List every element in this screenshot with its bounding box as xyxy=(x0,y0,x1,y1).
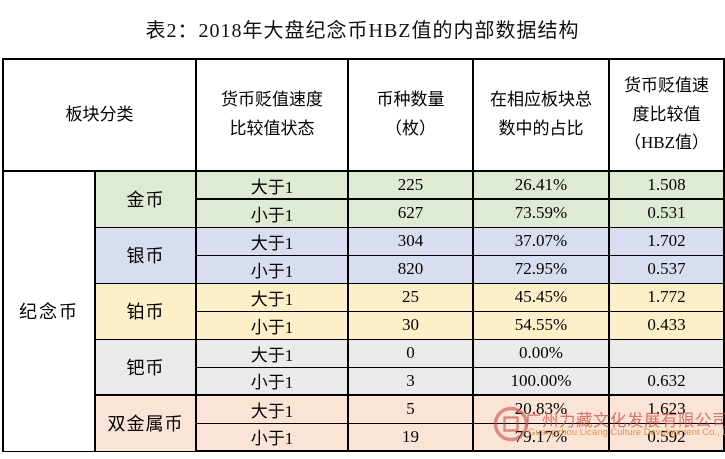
status-cell: 小于1 xyxy=(195,366,349,396)
coin-data-table: 板块分类 货币贬值速度 比较值状态 币种数量 （枚） 在相应板块总 数中的占比 … xyxy=(2,58,725,452)
hbz-cell: 0.537 xyxy=(608,254,725,284)
count-cell: 25 xyxy=(347,282,474,312)
status-cell: 大于1 xyxy=(195,226,349,256)
count-cell: 19 xyxy=(347,422,474,452)
share-cell: 72.95% xyxy=(472,254,610,284)
table-title: 表2：2018年大盘纪念币HBZ值的内部数据结构 xyxy=(145,20,580,42)
hbz-cell: 1.508 xyxy=(608,170,725,200)
share-cell: 73.59% xyxy=(472,198,610,228)
coin-type-cell: 金币 xyxy=(94,170,197,228)
hbz-cell: 1.772 xyxy=(608,282,725,312)
count-cell: 5 xyxy=(347,394,474,424)
status-cell: 大于1 xyxy=(195,282,349,312)
status-cell: 大于1 xyxy=(195,394,349,424)
status-cell: 小于1 xyxy=(195,310,349,340)
count-cell: 225 xyxy=(347,170,474,200)
share-cell: 79.17% xyxy=(472,422,610,452)
share-cell: 45.45% xyxy=(472,282,610,312)
header-category: 板块分类 xyxy=(2,58,197,172)
status-cell: 小于1 xyxy=(195,422,349,452)
status-cell: 大于1 xyxy=(195,338,349,368)
table-row: 小于1 627 73.59% 0.531 xyxy=(3,198,725,228)
table-row: 小于1 19 79.17% 0.592 xyxy=(3,422,725,452)
count-cell: 820 xyxy=(347,254,474,284)
share-cell: 20.83% xyxy=(472,394,610,424)
hbz-cell: 1.623 xyxy=(608,394,725,424)
count-cell: 304 xyxy=(347,226,474,256)
coin-type-cell: 钯币 xyxy=(94,338,197,396)
status-cell: 小于1 xyxy=(195,198,349,228)
hbz-cell xyxy=(608,338,725,368)
coin-type-cell: 双金属币 xyxy=(94,394,197,452)
coin-type-cell: 铂币 xyxy=(94,282,197,340)
count-cell: 627 xyxy=(347,198,474,228)
hbz-cell: 0.592 xyxy=(608,422,725,452)
hbz-cell: 0.531 xyxy=(608,198,725,228)
count-cell: 30 xyxy=(347,310,474,340)
table-row: 小于1 30 54.55% 0.433 xyxy=(3,310,725,340)
table-row: 小于1 3 100.00% 0.632 xyxy=(3,366,725,396)
status-cell: 小于1 xyxy=(195,254,349,284)
status-cell: 大于1 xyxy=(195,170,349,200)
share-cell: 100.00% xyxy=(472,366,610,396)
table-row: 银币 大于1 304 37.07% 1.702 xyxy=(3,226,725,284)
table-row: 纪念币 金币 大于1 225 26.41% 1.508 xyxy=(2,170,725,452)
share-cell: 54.55% xyxy=(472,310,610,340)
header-row: 板块分类 货币贬值速度 比较值状态 币种数量 （枚） 在相应板块总 数中的占比 … xyxy=(2,58,725,172)
share-cell: 37.07% xyxy=(472,226,610,256)
table-row: 铂币 大于1 25 45.45% 1.772 xyxy=(3,282,725,340)
header-status: 货币贬值速度 比较值状态 xyxy=(195,58,349,172)
count-cell: 0 xyxy=(347,338,474,368)
header-share: 在相应板块总 数中的占比 xyxy=(472,58,610,172)
table-row: 钯币 大于1 0 0.00% xyxy=(3,338,725,396)
hbz-cell: 0.433 xyxy=(608,310,725,340)
header-hbz: 货币贬值速 度比较值 （HBZ值） xyxy=(608,58,725,172)
section-label-cell: 纪念币 xyxy=(2,170,96,452)
share-cell: 0.00% xyxy=(472,338,610,368)
share-cell: 26.41% xyxy=(472,170,610,200)
header-count: 币种数量 （枚） xyxy=(347,58,474,172)
table-row: 小于1 820 72.95% 0.537 xyxy=(3,254,725,284)
count-cell: 3 xyxy=(347,366,474,396)
table-row: 双金属币 大于1 5 20.83% 1.623 xyxy=(3,394,725,452)
hbz-cell: 1.702 xyxy=(608,226,725,256)
coin-type-cell: 银币 xyxy=(94,226,197,284)
hbz-cell: 0.632 xyxy=(608,366,725,396)
